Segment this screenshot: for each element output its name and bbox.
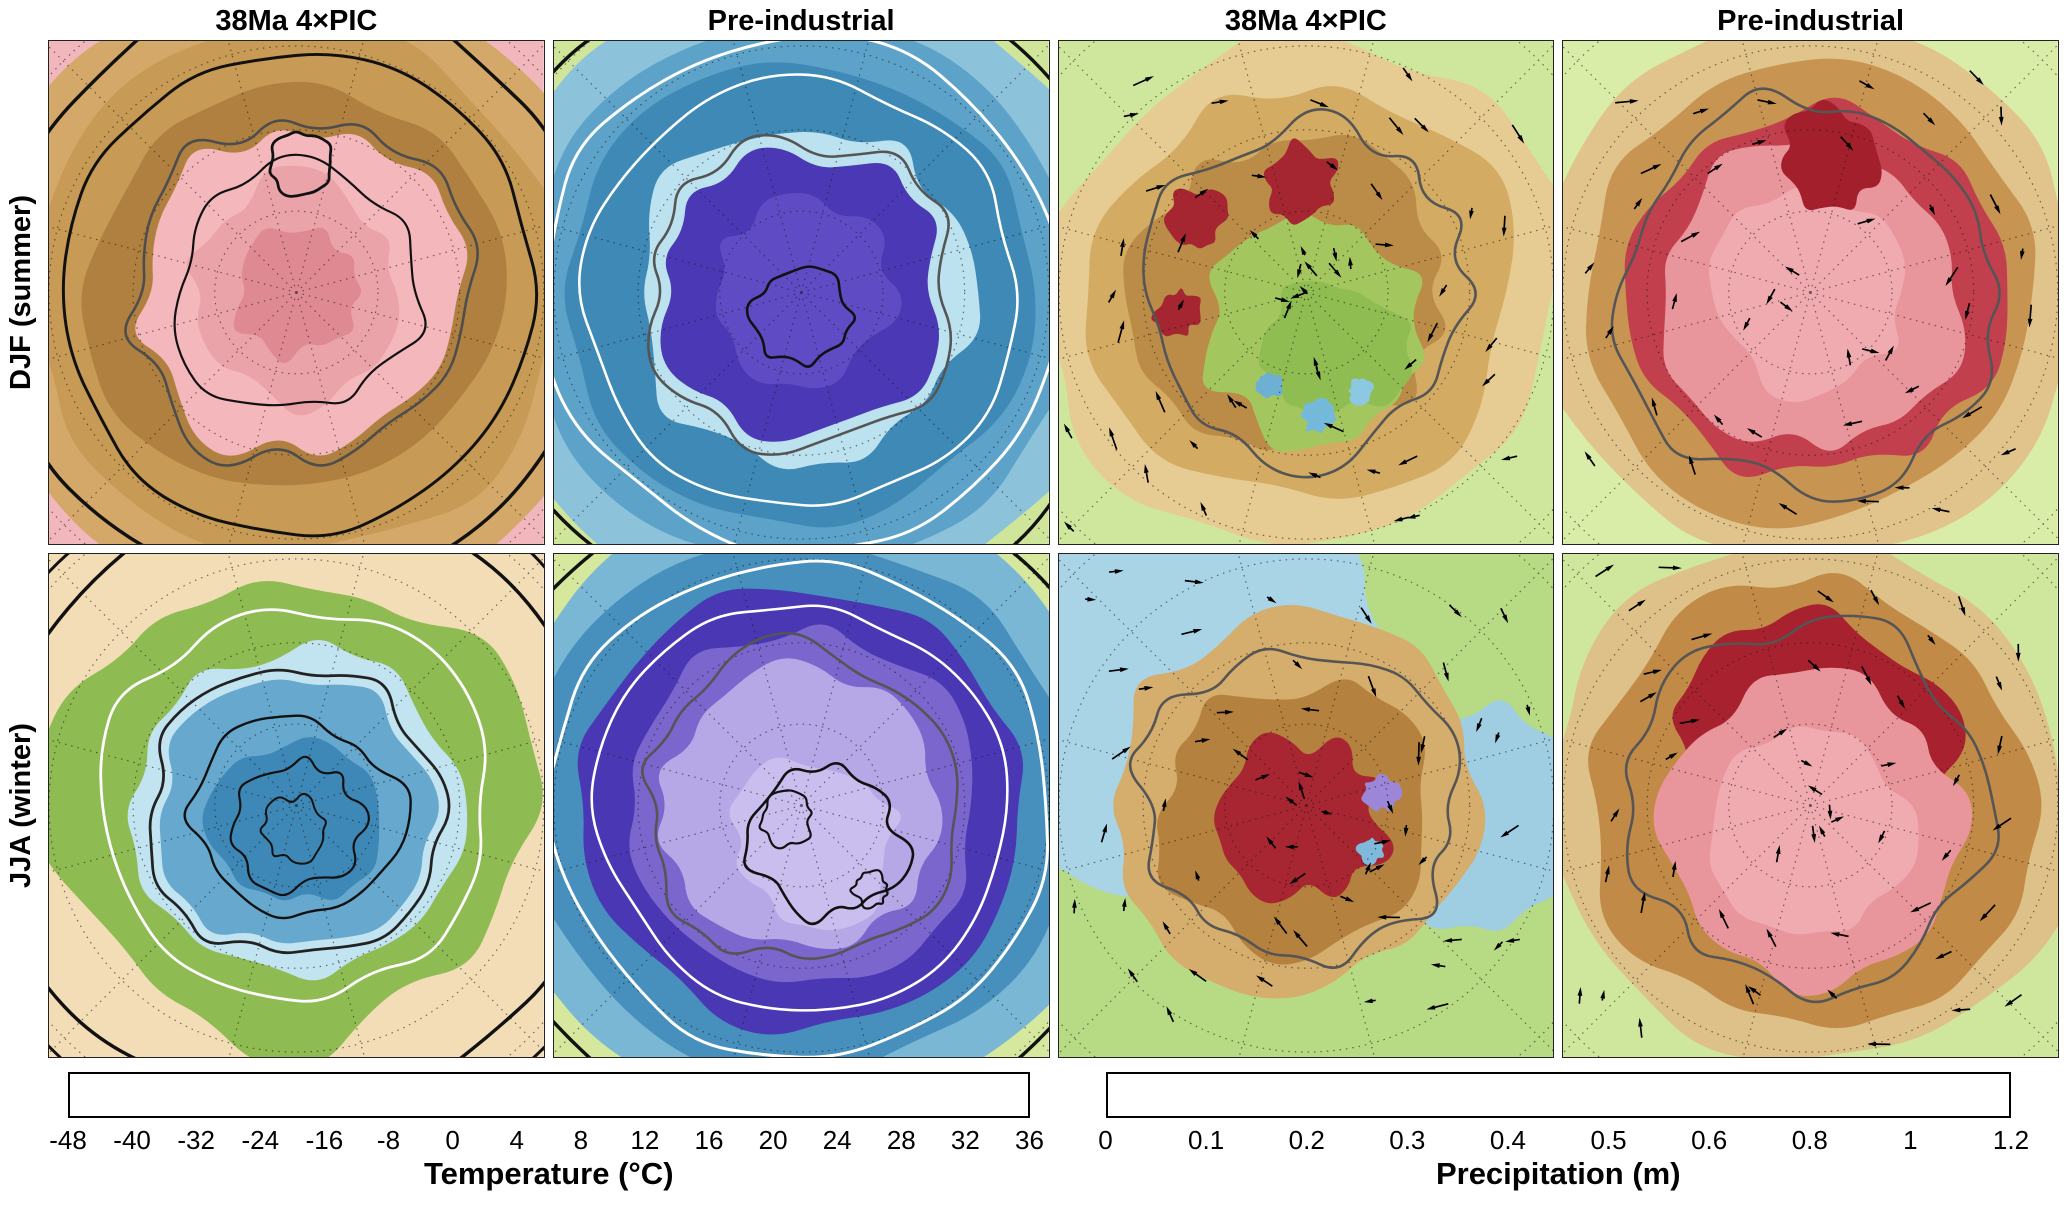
row-label-djf: DJF (summer) xyxy=(4,195,37,390)
temperature-colorbar: -48 -40 -32 -24 -16 -8 0 4 8 12 16 20 24 28 32 36 Tempe… xyxy=(48,1068,1050,1192)
precipitation-colorbar-title: Precipitation (m) xyxy=(1435,1156,1681,1191)
column-title-preindustrial-precip: Pre-industrial xyxy=(1717,5,1905,37)
precipitation-colorbar-ticks: 0 0.1 0.2 0.3 0.4 0.5 0.6 0.8 1 1.2 xyxy=(1098,1125,2030,1155)
map-panel-djf-38ma-temperature xyxy=(48,40,545,545)
map-row-jja: JJA (winter) xyxy=(2,553,2059,1058)
precipitation-colorbar: 0 0.1 0.2 0.3 0.4 0.5 0.6 0.8 1 1.2 Precipitation… xyxy=(1058,1068,2060,1192)
temperature-colorbar-swatches xyxy=(68,1072,1030,1118)
map-panel-jja-38ma-precipitation xyxy=(1057,553,1555,1058)
map-panel-djf-preindustrial-precipitation xyxy=(1562,40,2059,545)
map-panel-jja-preindustrial-precipitation xyxy=(1562,553,2059,1058)
map-row-djf: DJF (summer) xyxy=(2,40,2059,545)
precipitation-colorbar-swatches xyxy=(1105,1072,2011,1118)
temperature-colorbar-title: Temperature (°C) xyxy=(423,1156,674,1191)
row-label-cell-jja: JJA (winter) xyxy=(2,553,40,1058)
gutter xyxy=(2,1068,40,1192)
row-label-jja: JJA (winter) xyxy=(4,723,37,888)
column-title-preindustrial-temp: Pre-industrial xyxy=(707,5,895,37)
column-titles-row: 38Ma 4×PIC Pre-industrial 38Ma 4×PIC Pre… xyxy=(2,2,2059,40)
colorbars-row: -48 -40 -32 -24 -16 -8 0 4 8 12 16 20 24 28 32 36 Tempe… xyxy=(2,1068,2059,1192)
map-panel-jja-38ma-temperature xyxy=(48,553,545,1058)
map-panel-djf-preindustrial-temperature xyxy=(552,40,1050,545)
temperature-colorbar-ticks: -48 -40 -32 -24 -16 -8 0 4 8 12 16 20 24 28 32 36 xyxy=(49,1125,1044,1155)
row-label-cell-djf: DJF (summer) xyxy=(2,40,40,545)
map-panel-djf-38ma-precipitation xyxy=(1057,40,1555,545)
column-title-38ma-precip: 38Ma 4×PIC xyxy=(1224,5,1387,37)
column-title-38ma-temp: 38Ma 4×PIC xyxy=(215,5,378,37)
map-panel-jja-preindustrial-temperature xyxy=(552,553,1050,1058)
